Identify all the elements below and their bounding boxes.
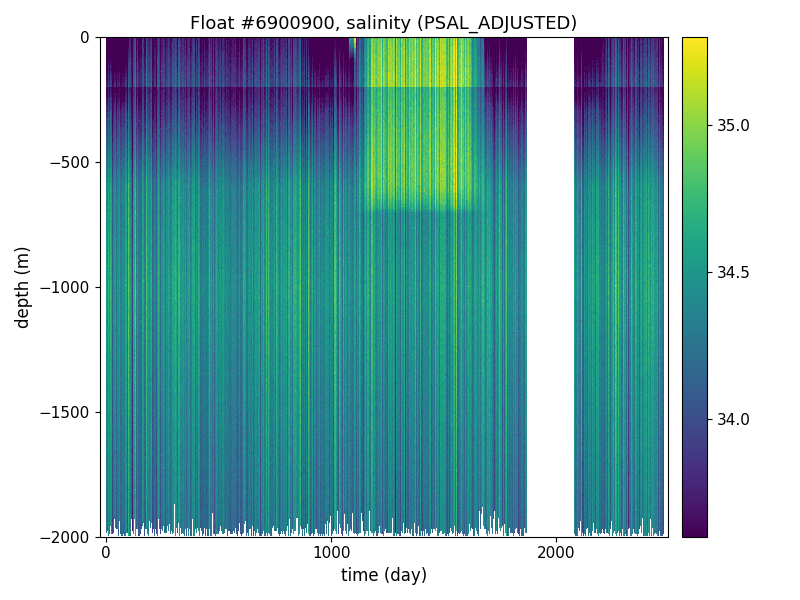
Title: Float #6900900, salinity (PSAL_ADJUSTED): Float #6900900, salinity (PSAL_ADJUSTED) <box>190 15 578 33</box>
Y-axis label: depth (m): depth (m) <box>15 246 33 328</box>
X-axis label: time (day): time (day) <box>341 567 427 585</box>
